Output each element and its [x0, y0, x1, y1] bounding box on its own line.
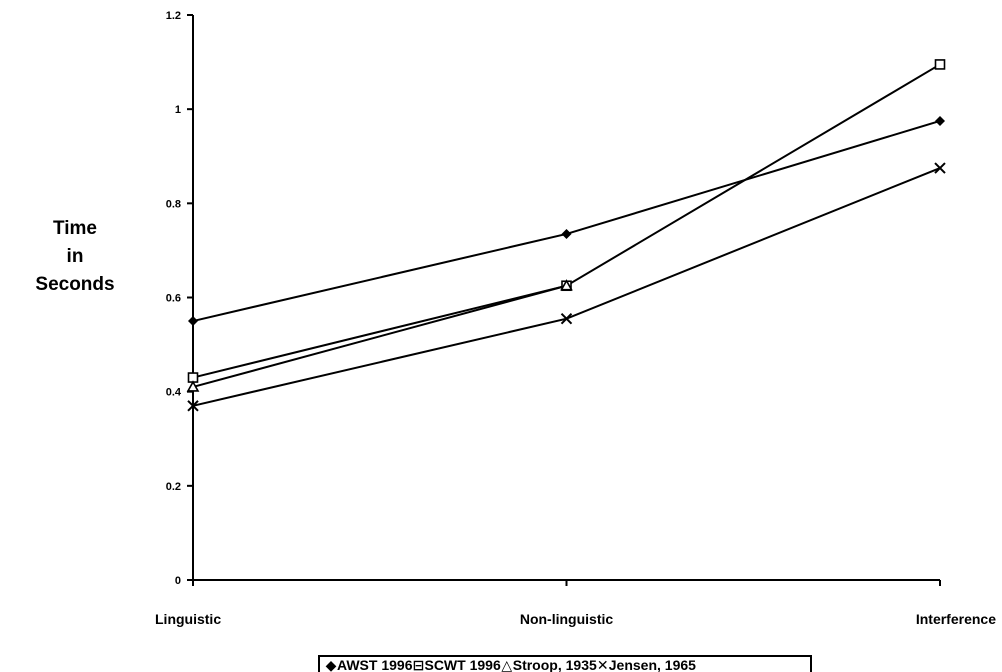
data-point-triangle [560, 279, 573, 291]
x-tick-label: Interference [916, 611, 996, 627]
x-tick-label: Non-linguistic [520, 611, 614, 627]
data-point-x [560, 312, 573, 325]
y-axis-label: Time in Seconds [20, 218, 130, 296]
data-point-x [934, 162, 946, 174]
series-line-2 [192, 63, 941, 379]
y-tick-label: 0.2 [166, 481, 181, 493]
legend-label-awst: AWST 1996 [337, 656, 413, 672]
legend-square-icon: ⊟ [412, 656, 425, 672]
y-axis-label-line-2: in [66, 246, 84, 267]
data-point-square [934, 59, 946, 70]
y-axis-label-line-3: Seconds [35, 274, 115, 295]
data-point-diamond [188, 316, 198, 327]
y-tick-label: 0.8 [166, 198, 181, 210]
legend-x-icon: ✕ [596, 656, 609, 672]
legend-label-jensen: Jensen, 1965 [608, 656, 696, 672]
data-point-triangle [186, 380, 200, 392]
legend-triangle-icon: △ [501, 656, 513, 672]
series-line-3 [192, 284, 567, 388]
data-point-x [187, 400, 199, 412]
legend-label-scwt: SCWT 1996 [424, 656, 501, 672]
y-tick-label: 1.2 [166, 10, 181, 22]
y-tick-label: 0 [175, 575, 181, 587]
data-point-diamond [935, 115, 945, 126]
y-axis-label-line-1: Time [52, 218, 97, 239]
y-tick-label: 0.6 [166, 293, 181, 305]
legend-diamond-icon: ◆ [325, 656, 337, 672]
x-tick-label: Linguistic [155, 611, 221, 627]
y-tick-label: 1 [175, 104, 181, 116]
legend-label-stroop: Stroop, 1935 [512, 656, 597, 672]
y-tick-label: 0.4 [166, 387, 182, 399]
legend: ◆AWST 1996⊟SCWT 1996△Stroop, 1935✕Jensen… [318, 655, 812, 672]
data-point-diamond [561, 228, 572, 239]
